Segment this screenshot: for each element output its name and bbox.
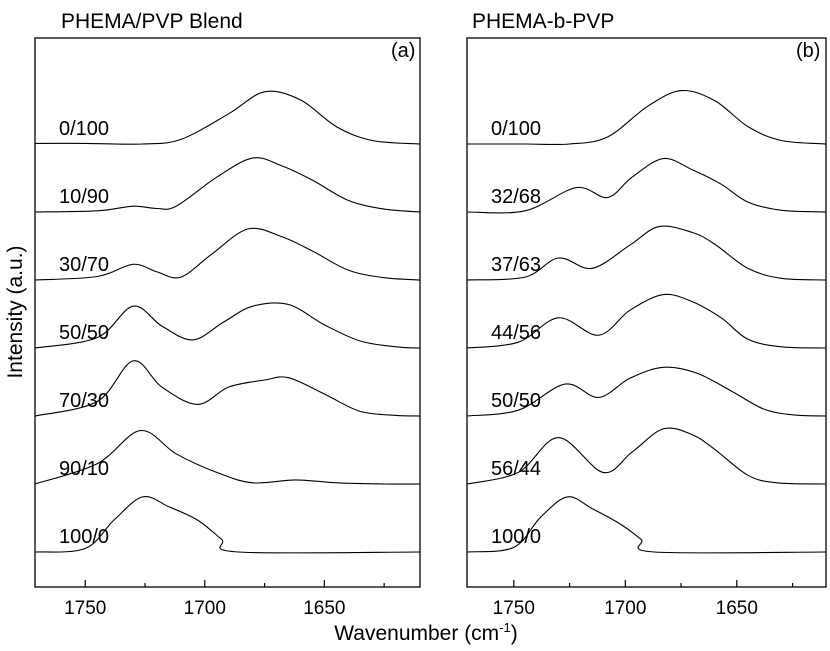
x-axis-label-close: ) <box>511 622 518 645</box>
panel-b-title: PHEMA-b-PVP <box>472 10 614 33</box>
panel-a-label: (a) <box>391 40 415 62</box>
y-axis-label: Intensity (a.u.) <box>4 245 27 378</box>
panel-a-trace-70-30 <box>34 360 421 417</box>
panel-a-xtick-label-1650: 1650 <box>303 598 345 619</box>
panel-b-xtick-label-1700: 1700 <box>604 598 646 619</box>
panel-b: PHEMA-b-PVP (b) 1750 1700 1650 0/100 32/68 37… <box>466 10 827 619</box>
panel-b-series-label-37-63: 37/63 <box>491 254 541 276</box>
panel-b-series-label-50-50: 50/50 <box>491 390 541 412</box>
panel-a-xtick-label-1700: 1700 <box>184 598 226 619</box>
panel-b-series-label-32-68: 32/68 <box>491 186 541 208</box>
panel-b-series-label-44-56: 44/56 <box>491 322 541 344</box>
panel-b-trace-100-0 <box>466 496 827 554</box>
panel-a-series-label-50-50: 50/50 <box>59 322 109 344</box>
panel-b-frame <box>466 37 827 588</box>
panel-a-trace-100-0 <box>34 495 421 554</box>
panel-a-xtick-label-1750: 1750 <box>64 598 106 619</box>
panel-a-series-label-30-70: 30/70 <box>59 254 109 276</box>
panel-a-series-label-10-90: 10/90 <box>59 186 109 208</box>
panel-a-frame <box>34 37 421 588</box>
panel-b-xtick-label-1750: 1750 <box>493 598 535 619</box>
panel-a-series-label-90-10: 90/10 <box>59 458 109 480</box>
panel-b-trace-44-56 <box>466 293 827 349</box>
panel-a-series-label-0-100: 0/100 <box>59 118 109 140</box>
panel-b-trace-37-63 <box>466 225 827 281</box>
panel-a-trace-90-10 <box>34 430 421 485</box>
panel-a-trace-0-100 <box>34 90 421 145</box>
panel-a-series-label-70-30: 70/30 <box>59 390 109 412</box>
panel-b-series-label-0-100: 0/100 <box>491 118 541 140</box>
x-axis-label-exponent: -1 <box>499 620 511 635</box>
panel-b-trace-32-68 <box>466 158 827 214</box>
panel-a-trace-10-90 <box>34 157 421 213</box>
panel-b-trace-0-100 <box>467 89 827 146</box>
panel-b-trace-50-50 <box>466 366 827 417</box>
panel-a-trace-50-50 <box>34 302 421 349</box>
panel-b-series-label-56-44: 56/44 <box>491 458 541 480</box>
x-axis-label: Wavenumber (cm-1) <box>334 620 518 645</box>
panel-a-series-label-100-0: 100/0 <box>59 526 109 548</box>
panel-a: PHEMA/PVP Blend (a) 1750 1700 1650 0/100 10/… <box>34 10 421 619</box>
panel-a-trace-30-70 <box>34 227 421 281</box>
panel-b-label: (b) <box>796 40 820 62</box>
panel-a-title: PHEMA/PVP Blend <box>61 10 243 33</box>
x-axis-label-main: Wavenumber (cm <box>334 622 499 645</box>
panel-b-series-label-100-0: 100/0 <box>491 526 541 548</box>
panel-b-trace-56-44 <box>466 427 827 485</box>
panel-b-xtick-label-1650: 1650 <box>716 598 758 619</box>
